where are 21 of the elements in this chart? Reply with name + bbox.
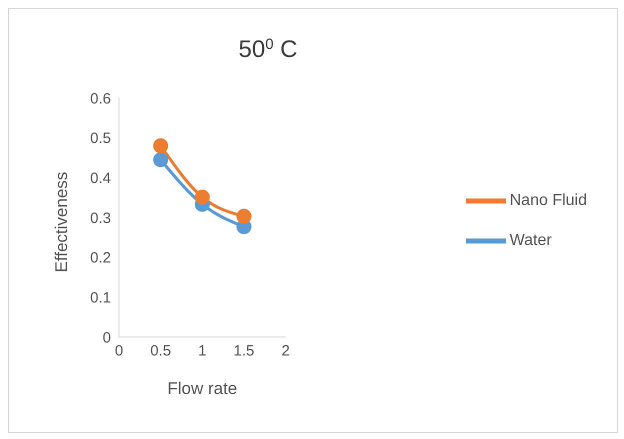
x-tick-label: 0 <box>114 342 124 360</box>
point <box>153 138 168 154</box>
x-axis-title: Flow rate <box>167 379 238 398</box>
y-tick-label: 0.6 <box>90 90 111 108</box>
point <box>236 208 252 224</box>
legend-label: Nano Fluid <box>510 192 587 209</box>
x-tick-label: 1.5 <box>234 342 254 360</box>
y-axis-title: Effectiveness <box>52 172 72 272</box>
y-tick-label: 0.3 <box>90 210 111 227</box>
x-tick-label: 0.5 <box>150 342 172 360</box>
y-tick-label: 0.4 <box>90 170 111 187</box>
y-tick-label: 0 <box>102 329 111 346</box>
chart-title: 50$^{0}$ C <box>238 36 298 63</box>
y-tick-label: 0.2 <box>90 250 111 267</box>
x-tick-label: 1 <box>198 342 206 360</box>
legend-label: Water <box>510 232 552 249</box>
point <box>153 152 168 168</box>
x-tick-label: 2 <box>281 342 290 360</box>
y-tick-label: 0.5 <box>90 130 111 148</box>
y-tick-label: 0.1 <box>90 289 111 306</box>
point <box>194 190 210 205</box>
